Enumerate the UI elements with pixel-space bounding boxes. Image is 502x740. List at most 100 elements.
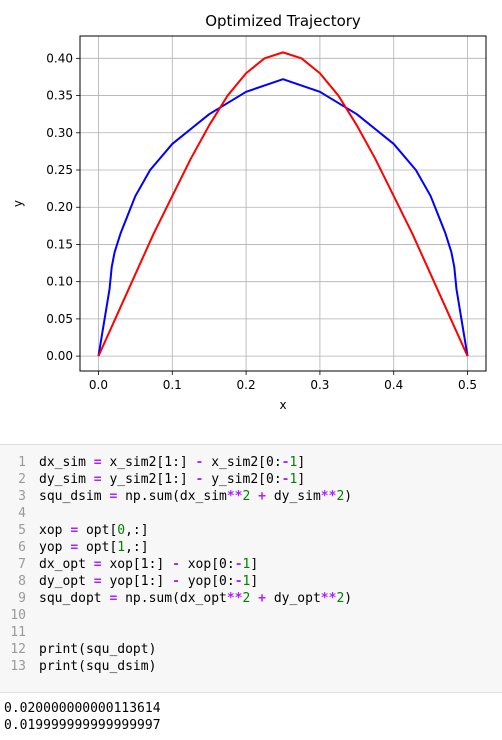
code-line[interactable]: 9 squ_dopt = np.sum(dx_opt**2 + dy_opt**2… — [0, 591, 352, 607]
code-token: np.sum(dx_sim — [117, 489, 227, 504]
line-number: 2 — [18, 472, 26, 487]
code-token: ** — [320, 489, 337, 504]
code-line[interactable]: 2 dy_sim = y_sim2[1:] - y_sim2[0:-1] — [0, 472, 305, 488]
code-token: opt[ — [78, 540, 118, 555]
code-token: - — [195, 472, 204, 487]
y-tick-label: 0.10 — [46, 275, 73, 289]
line-number: 4 — [18, 506, 26, 521]
code-line[interactable]: 4 — [0, 506, 39, 522]
code-token: dy_sim — [39, 472, 94, 487]
line-number: 12 — [10, 642, 26, 657]
code-token: opt[ — [78, 523, 118, 538]
code-token: = — [70, 540, 79, 555]
code-token: 0 — [117, 523, 126, 538]
code-token: = — [93, 455, 102, 470]
trajectory-chart: 0.0 0.1 0.2 0.3 0.4 0.5 0.00 0.05 0.10 0.15 0.20 0.… — [11, 12, 487, 412]
cell-output: 0.020000000000113614 0.01999999999999999… — [4, 700, 161, 734]
code-token: print(squ_dsim) — [39, 659, 157, 674]
code-line[interactable]: 6 yop = opt[1,:] — [0, 540, 149, 556]
series-line-1 — [97, 78, 469, 357]
code-line[interactable]: 7 dx_opt = xop[1:] - xop[0:-1] — [0, 557, 258, 573]
x-tick-label: 0.2 — [237, 378, 256, 392]
code-token: = — [93, 557, 102, 572]
code-line[interactable]: 5 xop = opt[0,:] — [0, 523, 149, 539]
line-number: 11 — [10, 625, 26, 640]
code-line[interactable]: 1 dx_sim = x_sim2[1:] - x_sim2[0:-1] — [0, 455, 305, 471]
code-line[interactable]: 10 — [0, 608, 39, 624]
code-token: = — [109, 489, 118, 504]
code-line[interactable]: 11 — [0, 625, 39, 641]
code-token: 1 — [242, 574, 251, 589]
code-token: xop[1:] — [101, 557, 173, 572]
code-token: ] — [297, 455, 306, 470]
code-token: 1 — [289, 455, 298, 470]
code-token: - — [281, 455, 290, 470]
code-token: 2 — [336, 591, 345, 606]
plot-output: 0.0 0.1 0.2 0.3 0.4 0.5 0.00 0.05 0.10 0.15 0.20 0.… — [11, 12, 487, 412]
code-token: 1 — [117, 540, 126, 555]
x-tick-label: 0.1 — [163, 378, 182, 392]
code-token: - — [172, 574, 180, 589]
line-number: 5 — [18, 523, 26, 538]
code-token: ** — [226, 489, 243, 504]
code-token: - — [172, 557, 180, 572]
y-tick-label: 0.30 — [46, 126, 73, 140]
x-tick-label: 0.4 — [384, 378, 403, 392]
code-token: ,:] — [125, 523, 149, 538]
line-number: 1 — [18, 455, 26, 470]
code-token — [250, 591, 258, 606]
code-line[interactable]: 13 print(squ_dsim) — [0, 659, 156, 675]
code-token: ) — [344, 489, 353, 504]
line-number: 6 — [18, 540, 26, 555]
code-token: + — [258, 591, 266, 606]
code-token: x_sim2[0: — [203, 455, 282, 470]
code-token: - — [234, 557, 243, 572]
y-tick-label: 0.35 — [46, 89, 73, 103]
chart-title: Optimized Trajectory — [205, 12, 361, 30]
code-token: ,:] — [125, 540, 149, 555]
code-token: + — [258, 489, 266, 504]
y-tick-label: 0.20 — [46, 200, 73, 214]
output-line-2: 0.019999999999999997 — [4, 718, 161, 733]
code-token: print(squ_dopt) — [39, 642, 157, 657]
code-token: ] — [250, 574, 259, 589]
code-token: ] — [250, 557, 259, 572]
code-token: - — [281, 472, 290, 487]
line-number: 3 — [18, 489, 26, 504]
code-token: squ_dsim — [39, 489, 110, 504]
y-tick-label: 0.15 — [46, 237, 73, 251]
x-axis-label: x — [279, 398, 286, 412]
code-token: dy_opt — [266, 591, 321, 606]
code-token — [250, 489, 258, 504]
x-tick-label: 0.3 — [310, 378, 329, 392]
x-tick-label: 0.0 — [89, 378, 108, 392]
code-token: dy_opt — [39, 574, 94, 589]
code-line[interactable]: 12 print(squ_dopt) — [0, 642, 156, 658]
y-axis-label: y — [11, 200, 25, 207]
line-number: 13 — [10, 659, 26, 674]
series-line-2 — [97, 51, 469, 357]
code-token: - — [234, 574, 243, 589]
code-token: 2 — [242, 591, 251, 606]
y-tick-label: 0.25 — [46, 163, 73, 177]
code-cell[interactable]: 1 dx_sim = x_sim2[1:] - x_sim2[0:-1] 2 dy_s… — [0, 444, 502, 693]
line-number: 8 — [18, 574, 26, 589]
x-tick-label: 0.5 — [458, 378, 477, 392]
y-tick-label: 0.00 — [46, 349, 73, 363]
code-token: yop — [39, 540, 71, 555]
code-token: ] — [297, 472, 306, 487]
code-token: y_sim2[1:] — [101, 472, 196, 487]
code-token: ) — [344, 591, 353, 606]
code-line[interactable]: 3 squ_dsim = np.sum(dx_sim**2 + dy_sim**2… — [0, 489, 352, 505]
code-token: np.sum(dx_opt — [117, 591, 227, 606]
code-token: yop[1:] — [101, 574, 173, 589]
line-number: 10 — [10, 608, 26, 623]
output-line-1: 0.020000000000113614 — [4, 701, 161, 716]
code-line[interactable]: 8 dy_opt = yop[1:] - yop[0:-1] — [0, 574, 258, 590]
code-token: y_sim2[0: — [203, 472, 282, 487]
code-token: = — [109, 591, 118, 606]
code-token: 1 — [242, 557, 251, 572]
code-token: 2 — [336, 489, 345, 504]
code-token: = — [70, 523, 79, 538]
y-tick-label: 0.05 — [46, 312, 73, 326]
